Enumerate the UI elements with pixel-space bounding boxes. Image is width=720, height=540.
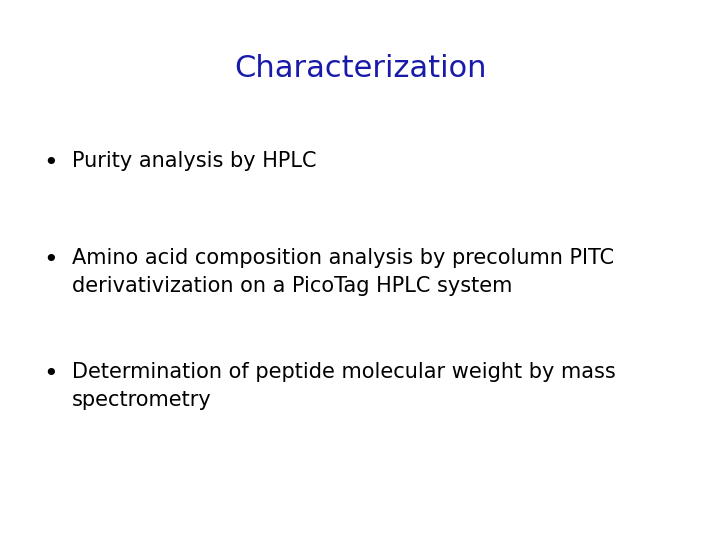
Text: •: • [43,151,58,175]
Text: •: • [43,362,58,386]
Text: Determination of peptide molecular weight by mass
spectrometry: Determination of peptide molecular weigh… [72,362,616,410]
Text: Purity analysis by HPLC: Purity analysis by HPLC [72,151,317,171]
Text: •: • [43,248,58,272]
Text: Amino acid composition analysis by precolumn PITC
derivativization on a PicoTag : Amino acid composition analysis by preco… [72,248,614,296]
Text: Characterization: Characterization [234,54,486,83]
